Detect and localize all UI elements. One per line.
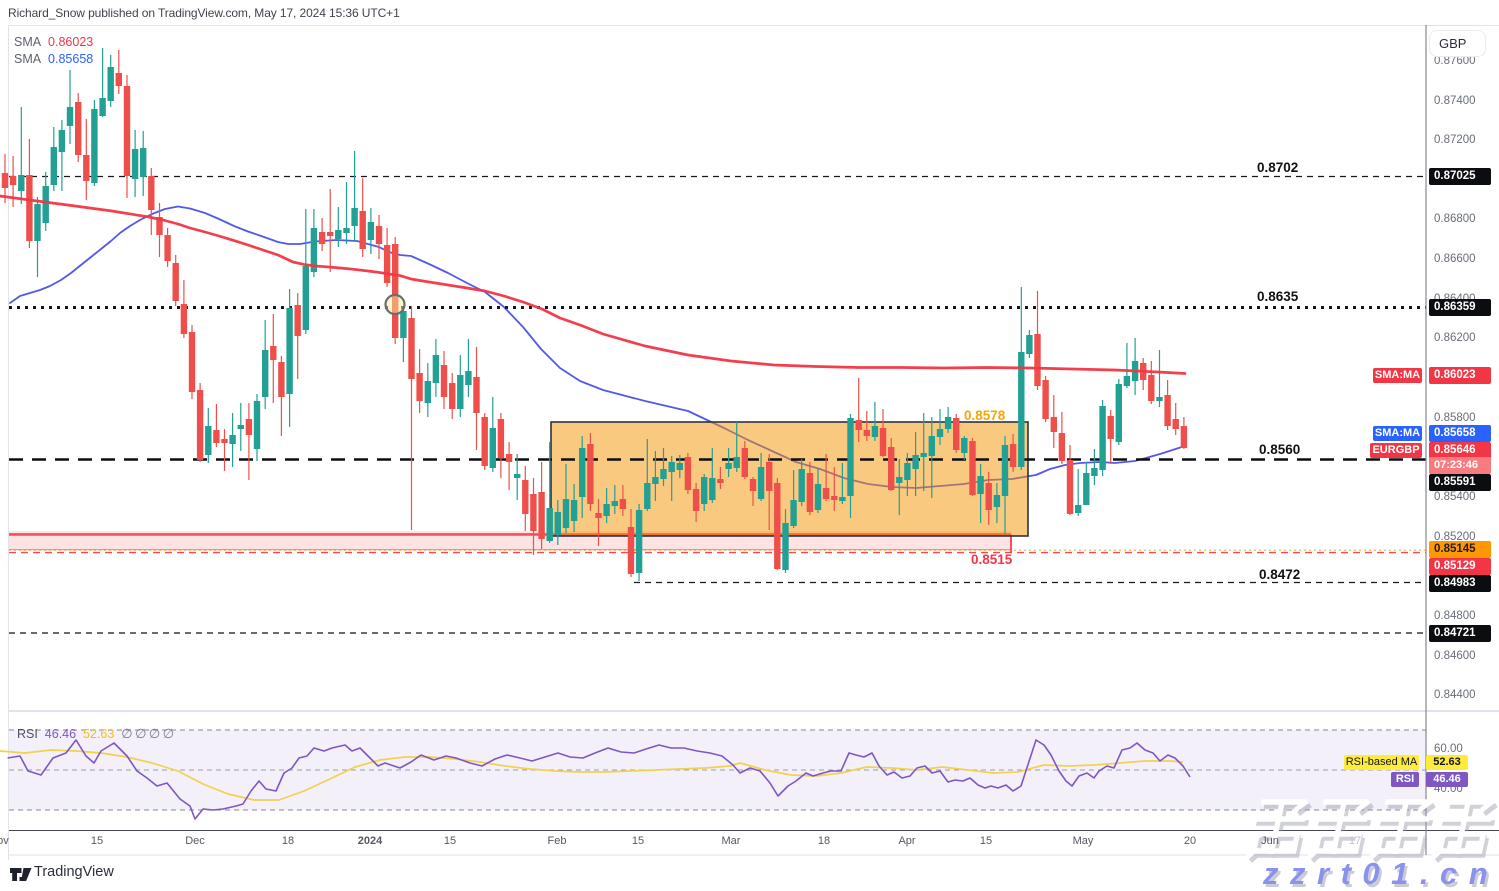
svg-text:zzrt01.cn: zzrt01.cn	[1262, 856, 1499, 891]
svg-text:zzrt01.cn: zzrt01.cn	[1265, 859, 1499, 891]
